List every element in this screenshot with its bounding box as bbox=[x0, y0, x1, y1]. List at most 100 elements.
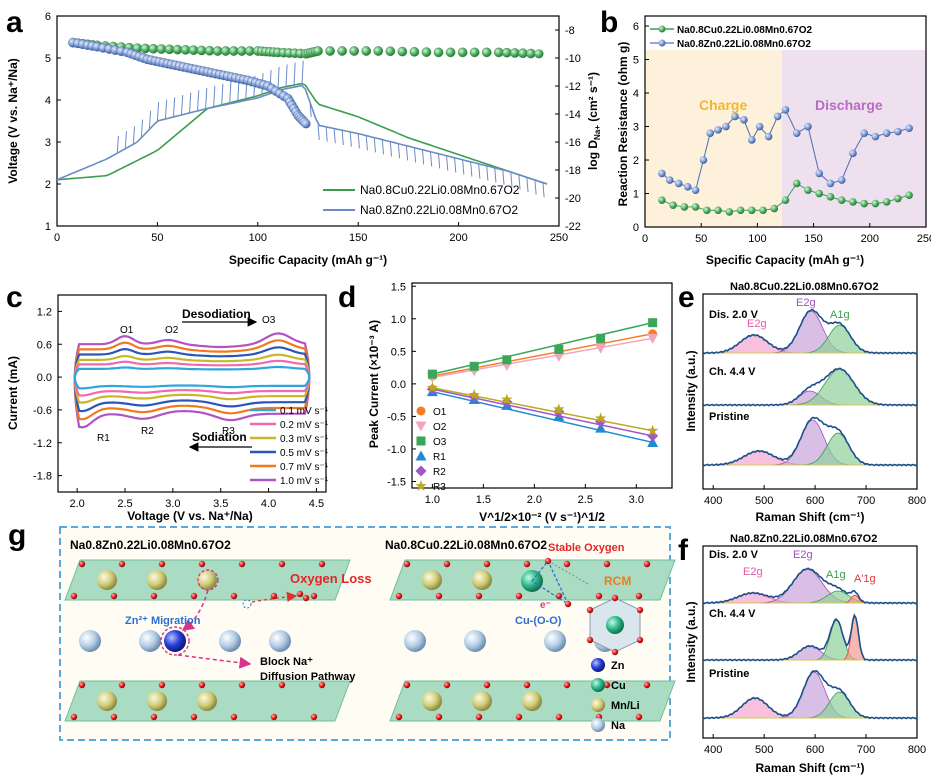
gitt-spike bbox=[421, 149, 425, 165]
oxygen-atom bbox=[310, 592, 318, 600]
x-tick-label: 0 bbox=[54, 232, 60, 244]
gitt-spike bbox=[156, 102, 160, 122]
y-tick-label: 6 bbox=[45, 11, 51, 23]
spectrum bbox=[702, 367, 918, 407]
gitt-spike bbox=[365, 135, 368, 151]
na-atom bbox=[79, 630, 101, 652]
y-tick-label: 0.0 bbox=[37, 372, 52, 384]
gitt-spike bbox=[301, 60, 304, 86]
fit-line bbox=[432, 333, 653, 377]
data-point bbox=[595, 343, 607, 354]
mn-li-atom bbox=[197, 691, 217, 711]
trace-pristine: Pristine bbox=[709, 668, 749, 680]
resistance-point bbox=[804, 186, 812, 194]
voltage-curve-cu bbox=[56, 82, 548, 185]
x-tick-label: 100 bbox=[249, 232, 267, 244]
panel-c-xlabel: Voltage (V vs. Na⁺/Na) bbox=[127, 509, 252, 523]
x-tick-label: 100 bbox=[748, 233, 766, 245]
resistance-point bbox=[725, 208, 734, 216]
cv-loop bbox=[73, 359, 311, 397]
x-tick-label: 600 bbox=[806, 744, 824, 756]
y2-tick-label: -10 bbox=[565, 53, 581, 65]
resistance-point bbox=[722, 122, 730, 131]
x-tick-label: 50 bbox=[151, 232, 163, 244]
oxygen-atom bbox=[158, 560, 166, 568]
data-point bbox=[596, 333, 606, 343]
migration-arrow bbox=[181, 589, 209, 631]
na-atom bbox=[404, 630, 426, 652]
y-tick-label: 4 bbox=[633, 88, 639, 100]
resistance-point bbox=[792, 129, 801, 138]
oxygen-atom bbox=[564, 600, 572, 608]
logd-point bbox=[445, 47, 456, 58]
logd-point bbox=[385, 46, 396, 57]
y-tick-label: 0.0 bbox=[391, 379, 406, 391]
resistance-point bbox=[894, 194, 902, 203]
peak-r1: R1 bbox=[97, 433, 110, 444]
schematic-scene: e⁻ bbox=[64, 557, 676, 722]
x-tick-label: 0 bbox=[642, 233, 648, 245]
panel-e-ticks: 400 500 600 700 800 bbox=[704, 485, 926, 507]
mn-li-atom bbox=[472, 691, 492, 711]
legend-entry: Mn/Li bbox=[611, 700, 640, 712]
peak-a1g: A1g bbox=[826, 569, 846, 581]
gitt-spike bbox=[478, 163, 481, 179]
na-atom bbox=[464, 630, 486, 652]
data-point bbox=[415, 480, 427, 491]
resistance-point bbox=[773, 112, 782, 121]
oxygen-atom bbox=[70, 592, 78, 600]
x-tick-label: 400 bbox=[704, 744, 722, 756]
panel-f: f Na0.8Zn0.22Li0.08Mn0.67O2 400 500 600 700… bbox=[678, 533, 926, 775]
data-point bbox=[415, 465, 427, 477]
cv-loop bbox=[73, 332, 311, 429]
legend-entry: R2 bbox=[433, 467, 446, 478]
y2-tick-label: -22 bbox=[565, 221, 581, 233]
panel-c-ticks: 2.0 2.5 3.0 3.5 4.0 4.5 1.2 0.6 0.0 -0.6 -1.2 -1.8 bbox=[33, 306, 324, 510]
panel-f-plot-frame bbox=[702, 545, 918, 739]
panel-a-series bbox=[56, 37, 548, 198]
gitt-spike bbox=[349, 131, 352, 147]
logd-point bbox=[457, 47, 468, 58]
panel-b-series bbox=[658, 105, 913, 216]
gitt-spike bbox=[140, 119, 144, 138]
x-tick-label: 800 bbox=[908, 744, 926, 756]
oxygen-atom bbox=[523, 681, 531, 689]
data-point bbox=[595, 416, 607, 428]
resistance-point bbox=[759, 206, 767, 215]
resistance-point bbox=[804, 122, 812, 131]
legend-entry: 0.3 mV s⁻¹ bbox=[280, 434, 329, 445]
logd-point bbox=[518, 48, 528, 59]
cv-loop bbox=[73, 346, 311, 413]
y-tick-label: 1 bbox=[45, 221, 51, 233]
mn-li-atom bbox=[422, 570, 442, 590]
resistance-point bbox=[691, 203, 700, 211]
gitt-spike bbox=[213, 85, 216, 108]
resistance-point bbox=[691, 186, 700, 194]
gitt-spike bbox=[221, 83, 224, 106]
fit-peak bbox=[703, 645, 917, 661]
data-point bbox=[647, 436, 659, 447]
oxygen-atom bbox=[310, 713, 318, 721]
panel-a-ylabel: Voltage (V vs. Na⁺/Na) bbox=[6, 58, 20, 183]
x-tick-label: 2.5 bbox=[117, 498, 132, 510]
mn-li-atom bbox=[147, 691, 167, 711]
y-tick-label: 2 bbox=[45, 179, 51, 191]
x-tick-label: 500 bbox=[755, 744, 773, 756]
fit-line bbox=[432, 388, 653, 437]
gitt-spike bbox=[486, 165, 489, 181]
x-tick-label: 150 bbox=[804, 233, 822, 245]
oxygen-atom bbox=[110, 592, 118, 600]
peak-o2: O2 bbox=[165, 325, 179, 336]
y-tick-label: 6 bbox=[633, 21, 639, 33]
y-tick-label: 3 bbox=[45, 137, 51, 149]
oxygen-atom bbox=[118, 560, 126, 568]
resistance-point bbox=[680, 203, 689, 211]
panel-d-series bbox=[426, 318, 659, 447]
gitt-spike bbox=[413, 147, 417, 163]
data-point bbox=[501, 393, 513, 405]
oxygen-atom bbox=[318, 560, 326, 568]
x-tick-label: 250 bbox=[550, 232, 568, 244]
y-tick-label: -0.5 bbox=[387, 411, 406, 423]
resistance-point bbox=[747, 136, 756, 144]
na-atom bbox=[219, 630, 241, 652]
